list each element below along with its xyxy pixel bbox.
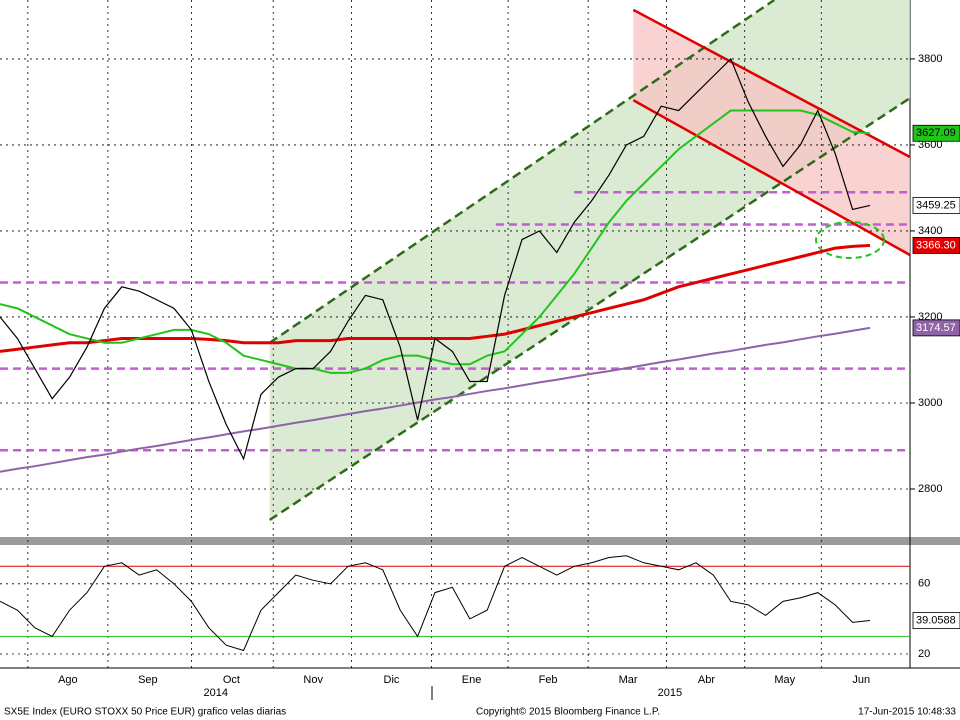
last-value-label: 39.0588 <box>916 614 956 626</box>
last-value-label: 3174.57 <box>916 322 956 334</box>
x-tick-label: Sep <box>138 674 158 686</box>
x-tick-label: Oct <box>223 674 240 686</box>
y-tick-label: 2800 <box>918 483 942 495</box>
trend-line <box>268 0 775 344</box>
trend-line <box>269 97 911 521</box>
year-label: 2015 <box>658 687 682 699</box>
rsi-tick-label: 60 <box>918 578 930 590</box>
rsi-tick-label: 20 <box>918 648 930 660</box>
x-tick-label: Dic <box>384 674 400 686</box>
last-value-label: 3459.25 <box>916 199 956 211</box>
price-line <box>0 57 871 461</box>
year-label: 2014 <box>204 687 228 699</box>
last-value-box <box>912 197 960 214</box>
last-value-label: 3366.30 <box>916 239 956 251</box>
y-tick-label: 3000 <box>918 397 942 409</box>
moving-average <box>0 326 871 473</box>
timestamp: 17-Jun-2015 10:48:33 <box>858 707 956 718</box>
moving-average <box>0 109 871 374</box>
y-tick-label: 3800 <box>918 53 942 65</box>
x-tick-label: May <box>774 674 795 686</box>
highlight-ellipse <box>815 221 885 259</box>
trend-line <box>632 99 911 257</box>
shaded-channel <box>269 0 910 520</box>
x-tick-label: Ago <box>58 674 78 686</box>
last-value-box <box>912 612 960 629</box>
footer-title: SX5E Index (EURO STOXX 50 Price EUR) gra… <box>4 707 286 718</box>
copyright: Copyright© 2015 Bloomberg Finance L.P. <box>476 707 660 718</box>
x-tick-label: Mar <box>619 674 638 686</box>
last-value-box <box>912 319 960 337</box>
x-tick-label: Jun <box>852 674 870 686</box>
x-tick-label: Feb <box>539 674 558 686</box>
last-value-box <box>912 237 960 254</box>
shaded-channel <box>633 9 910 256</box>
panel-separator <box>0 537 960 545</box>
rsi-line <box>0 555 871 652</box>
last-value-box <box>912 124 960 142</box>
x-tick-label: Nov <box>303 674 323 686</box>
y-tick-label: 3600 <box>918 139 942 151</box>
x-tick-label: Ene <box>462 674 482 686</box>
y-tick-label: 3400 <box>918 225 942 237</box>
last-value-label: 3627.09 <box>916 127 956 139</box>
x-tick-label: Abr <box>698 674 715 686</box>
